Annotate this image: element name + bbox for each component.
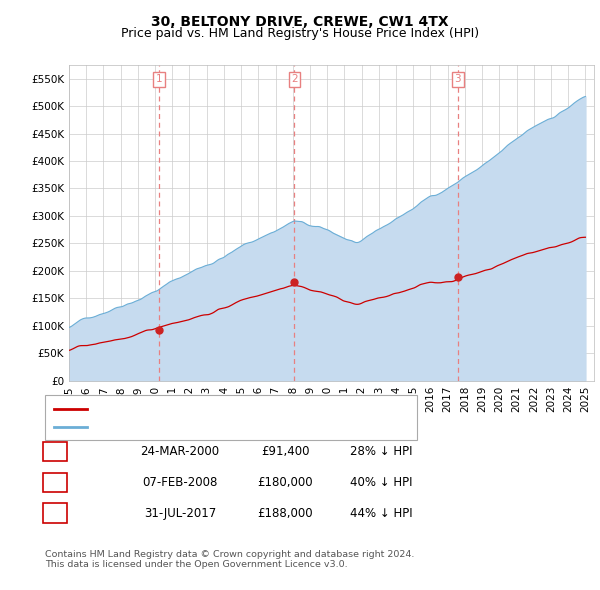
Text: 2: 2 xyxy=(291,74,298,84)
Text: HPI: Average price, detached house, Cheshire East: HPI: Average price, detached house, Ches… xyxy=(93,422,370,432)
Text: £188,000: £188,000 xyxy=(257,507,313,520)
Text: 1: 1 xyxy=(156,74,163,84)
Text: 30, BELTONY DRIVE, CREWE, CW1 4TX (detached house): 30, BELTONY DRIVE, CREWE, CW1 4TX (detac… xyxy=(93,404,403,414)
Text: 1: 1 xyxy=(52,445,59,458)
Text: 40% ↓ HPI: 40% ↓ HPI xyxy=(350,476,412,489)
Text: 30, BELTONY DRIVE, CREWE, CW1 4TX: 30, BELTONY DRIVE, CREWE, CW1 4TX xyxy=(151,15,449,29)
Text: 24-MAR-2000: 24-MAR-2000 xyxy=(140,445,220,458)
Text: £180,000: £180,000 xyxy=(257,476,313,489)
Text: 44% ↓ HPI: 44% ↓ HPI xyxy=(350,507,412,520)
Text: 28% ↓ HPI: 28% ↓ HPI xyxy=(350,445,412,458)
Text: Price paid vs. HM Land Registry's House Price Index (HPI): Price paid vs. HM Land Registry's House … xyxy=(121,27,479,40)
Text: Contains HM Land Registry data © Crown copyright and database right 2024.
This d: Contains HM Land Registry data © Crown c… xyxy=(45,550,415,569)
Text: 07-FEB-2008: 07-FEB-2008 xyxy=(142,476,218,489)
Text: 2: 2 xyxy=(52,476,59,489)
Text: 31-JUL-2017: 31-JUL-2017 xyxy=(144,507,216,520)
Text: 3: 3 xyxy=(454,74,461,84)
Text: 3: 3 xyxy=(52,507,59,520)
Text: £91,400: £91,400 xyxy=(261,445,309,458)
